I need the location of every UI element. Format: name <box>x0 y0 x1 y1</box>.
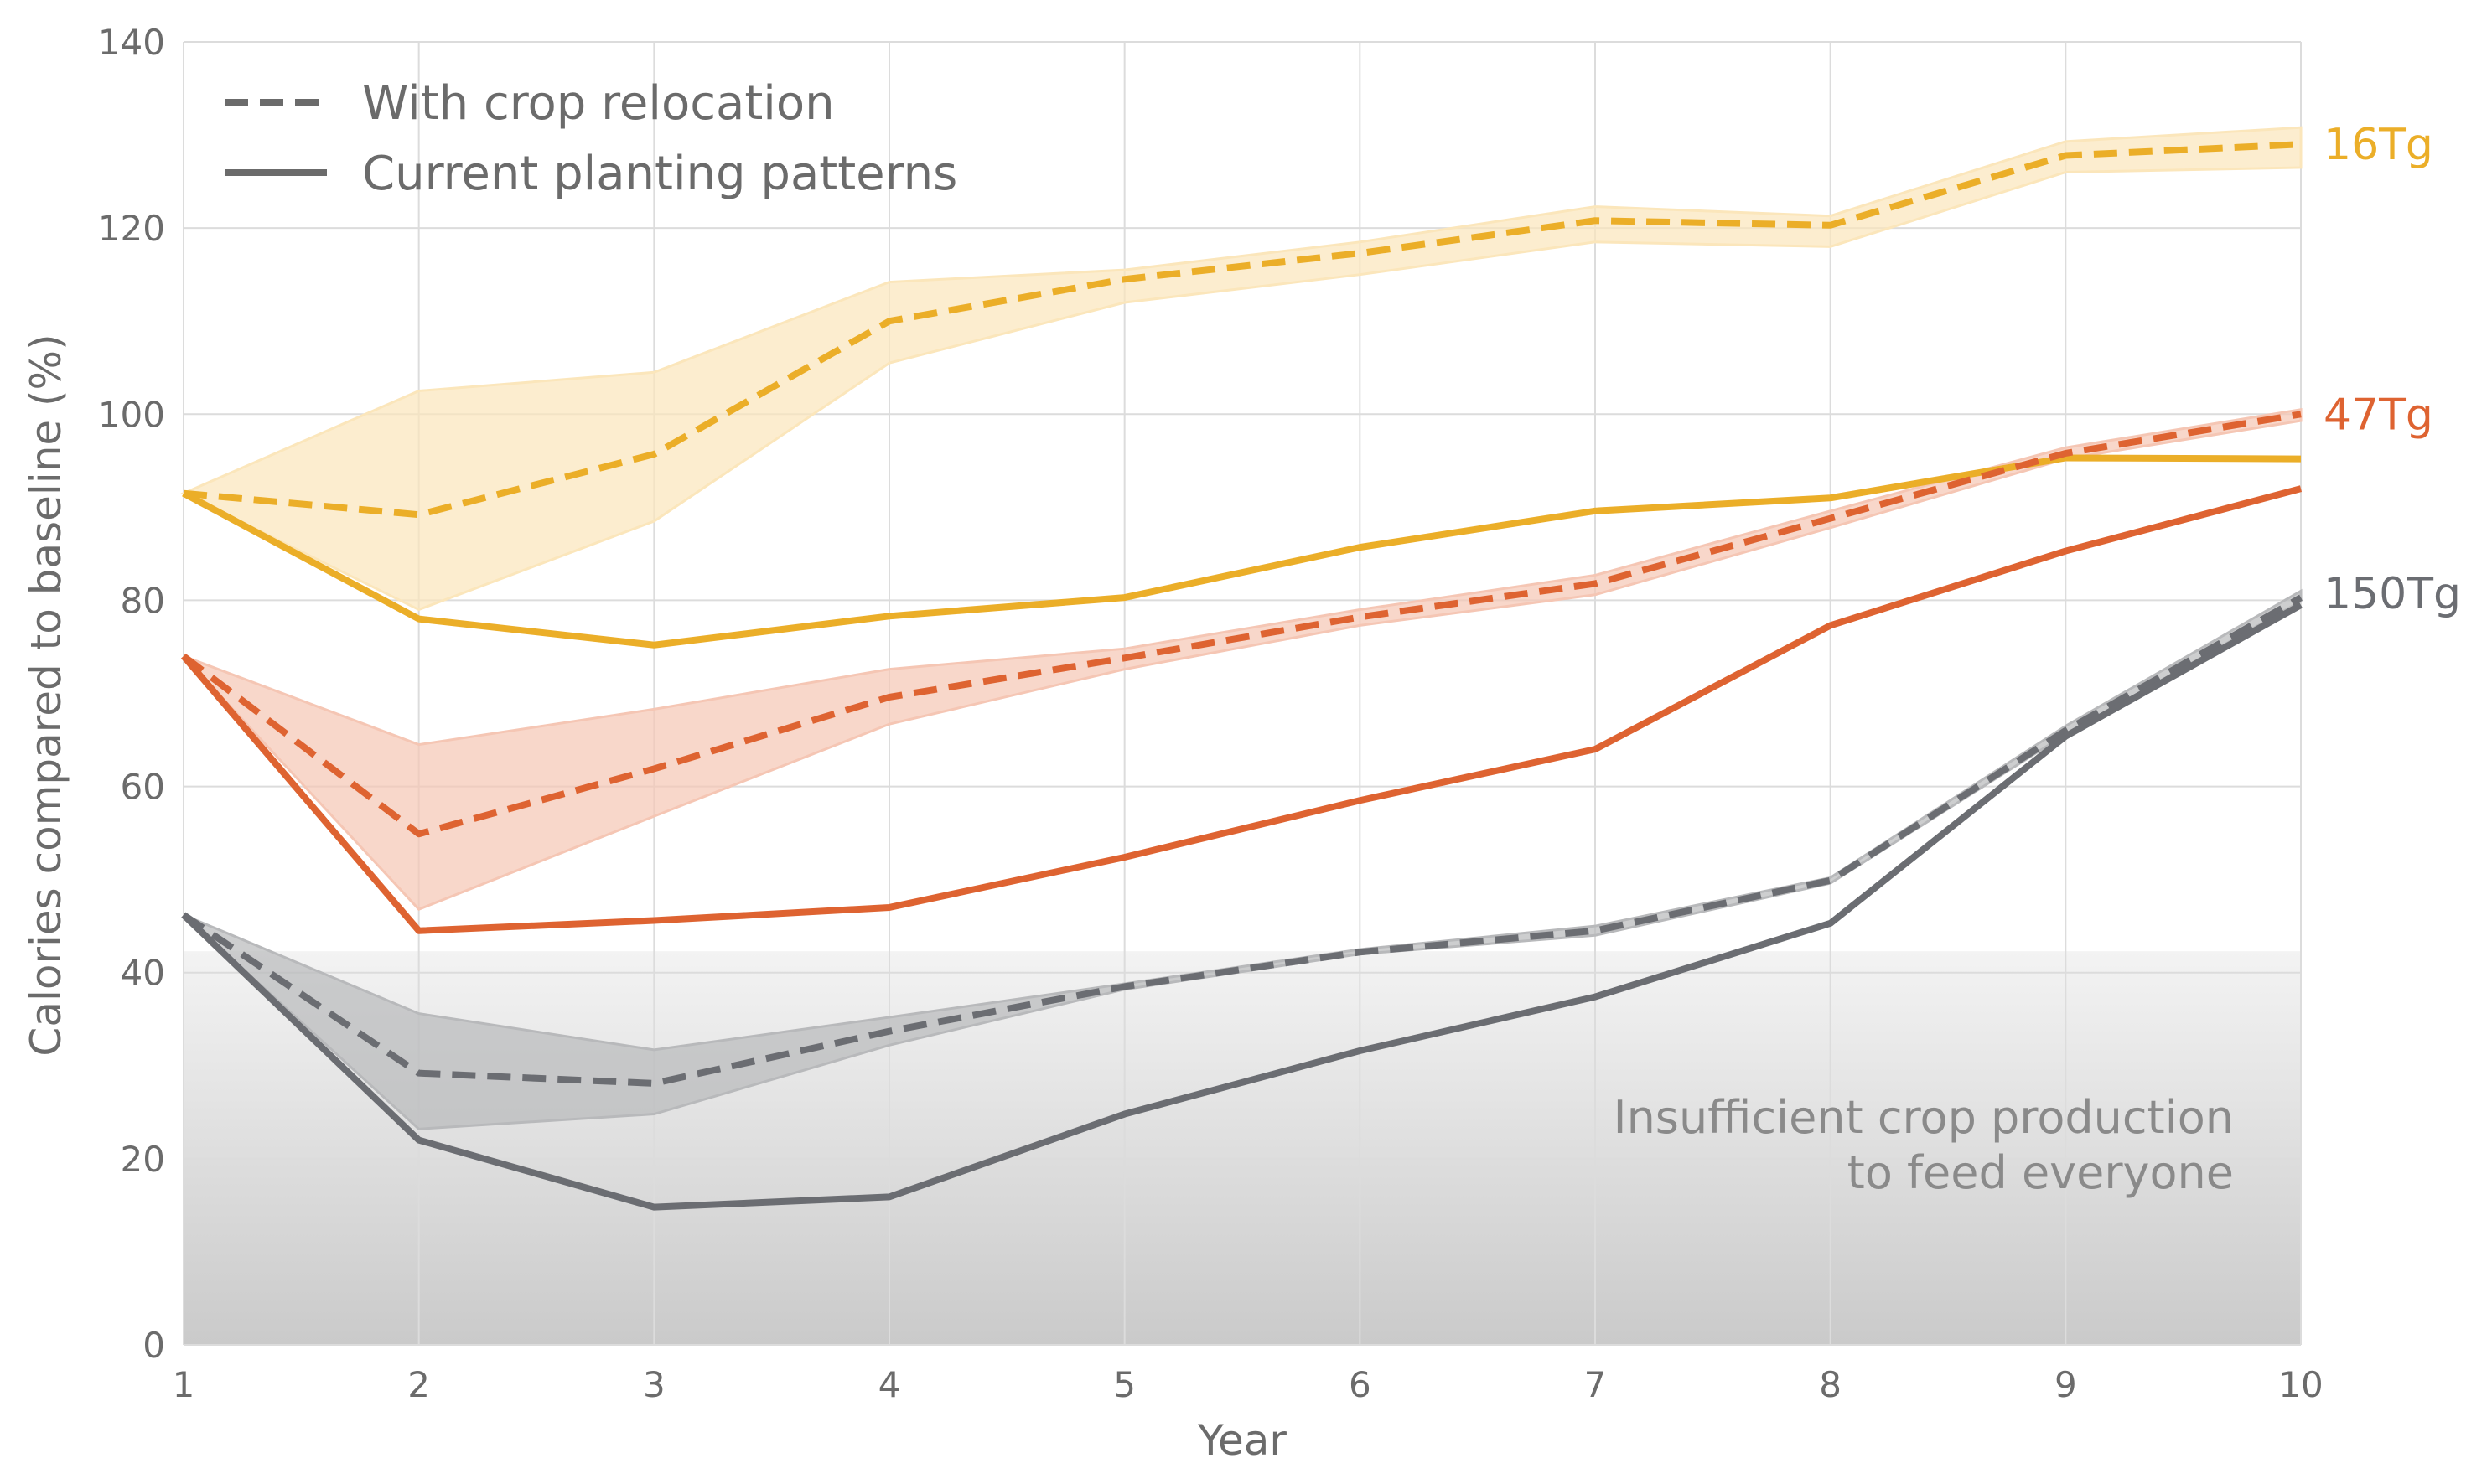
x-tick-label: 10 <box>2278 1364 2323 1405</box>
line-150tg-solid <box>181 602 2303 1211</box>
annotation-line-1: Insufficient crop production <box>1614 1091 2234 1144</box>
x-axis-label: Year <box>1197 1416 1287 1465</box>
x-tick-label: 6 <box>1349 1364 1371 1405</box>
y-axis-label: Calories compared to baseline (%) <box>22 334 70 1056</box>
band-150tg <box>182 588 2303 1130</box>
series-label-47tg: 47Tg <box>2324 390 2433 440</box>
series-label-150tg: 150Tg <box>2324 569 2461 619</box>
line-16tg-dashed <box>183 141 2302 519</box>
line-16tg-solid <box>182 454 2302 649</box>
y-tick-label: 0 <box>142 1325 165 1366</box>
y-tick-label: 60 <box>121 767 165 808</box>
uncertainty-bands <box>180 126 2303 1130</box>
annotation-line-2: to feed everyone <box>1847 1146 2234 1199</box>
x-tick-label: 3 <box>643 1364 666 1405</box>
y-tick-label: 40 <box>121 953 165 994</box>
x-tick-label: 4 <box>878 1364 901 1405</box>
x-tick-label: 7 <box>1584 1364 1607 1405</box>
insufficient-production-region <box>184 951 2301 1345</box>
x-tick-label: 5 <box>1113 1364 1136 1405</box>
legend-label-relocation: With crop relocation <box>362 76 835 131</box>
x-tick-label: 9 <box>2054 1364 2077 1405</box>
x-tick-label: 1 <box>173 1364 195 1405</box>
y-tick-label: 20 <box>121 1139 165 1180</box>
band-16tg <box>180 126 2303 612</box>
line-150tg-dashed <box>181 594 2303 1087</box>
legend-label-current: Current planting patterns <box>362 147 957 201</box>
legend: With crop relocation Current planting pa… <box>225 76 957 201</box>
y-tick-label: 100 <box>98 394 165 435</box>
line-47tg-solid <box>180 485 2303 934</box>
series-lines <box>180 141 2303 1211</box>
x-tick-label: 2 <box>407 1364 430 1405</box>
line-47tg-dashed <box>181 411 2302 838</box>
y-tick-label: 80 <box>121 580 165 621</box>
y-tick-label: 140 <box>98 22 165 63</box>
x-tick-label: 8 <box>1819 1364 1842 1405</box>
y-tick-label: 120 <box>98 208 165 249</box>
shaded-region-rect <box>184 951 2301 1345</box>
series-label-16tg: 16Tg <box>2324 120 2433 170</box>
